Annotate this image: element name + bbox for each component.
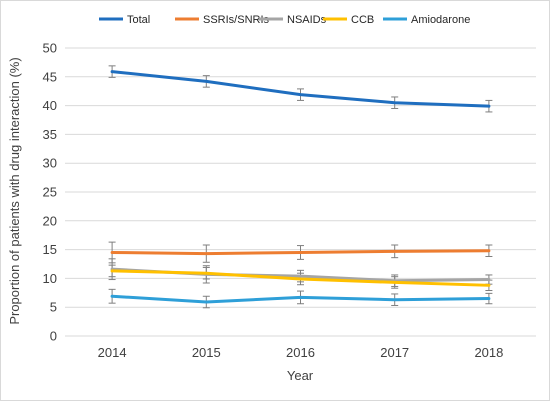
y-tick-label: 15 <box>43 242 57 257</box>
legend-label: CCB <box>351 14 374 26</box>
legend-label: SSRIs/SNRIs <box>203 14 270 26</box>
y-tick-label: 50 <box>43 41 57 56</box>
series-lines <box>110 70 491 304</box>
legend-item[interactable]: CCB <box>323 14 374 26</box>
x-tick-label: 2018 <box>474 345 503 360</box>
legend-item[interactable]: NSAIDs <box>259 14 327 26</box>
y-tick-label: 30 <box>43 156 57 171</box>
y-axis-title: Proportion of patients with drug interac… <box>7 57 22 324</box>
series-line-amiodarone <box>110 294 491 304</box>
x-tick-label: 2014 <box>98 345 127 360</box>
x-axis-title: Year <box>287 368 314 383</box>
x-tick-labels: 2014 2015 2016 2017 2018 <box>98 345 504 360</box>
x-tick-label: 2015 <box>192 345 221 360</box>
y-tick-label: 45 <box>43 69 57 84</box>
y-tick-label: 0 <box>50 329 57 344</box>
y-tick-label: 25 <box>43 185 57 200</box>
gridlines <box>65 47 536 337</box>
legend-item[interactable]: Amiodarone <box>383 14 470 26</box>
series-line-total <box>110 70 491 108</box>
y-tick-label: 40 <box>43 98 57 113</box>
x-tick-label: 2017 <box>380 345 409 360</box>
series-line-ccb <box>110 269 491 287</box>
y-tick-label: 5 <box>50 300 57 315</box>
legend-item[interactable]: SSRIs/SNRIs <box>175 14 270 26</box>
legend[interactable]: Total SSRIs/SNRIs NSAIDs CCB Amiodarone <box>99 14 470 26</box>
legend-item[interactable]: Total <box>99 14 150 26</box>
y-tick-label: 10 <box>43 271 57 286</box>
legend-label: Amiodarone <box>411 14 470 26</box>
y-tick-label: 35 <box>43 127 57 142</box>
legend-label: NSAIDs <box>287 14 327 26</box>
x-tick-label: 2016 <box>286 345 315 360</box>
y-tick-label: 20 <box>43 213 57 228</box>
series-line-ssris-snris <box>110 249 491 256</box>
y-tick-labels: 0 5 10 15 20 25 30 35 40 45 50 <box>43 41 57 344</box>
legend-label: Total <box>127 14 150 26</box>
